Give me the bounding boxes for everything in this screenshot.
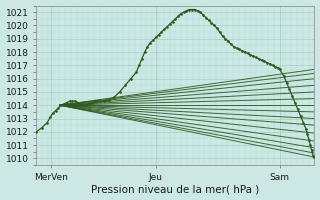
X-axis label: Pression niveau de la mer( hPa ): Pression niveau de la mer( hPa )	[91, 184, 260, 194]
